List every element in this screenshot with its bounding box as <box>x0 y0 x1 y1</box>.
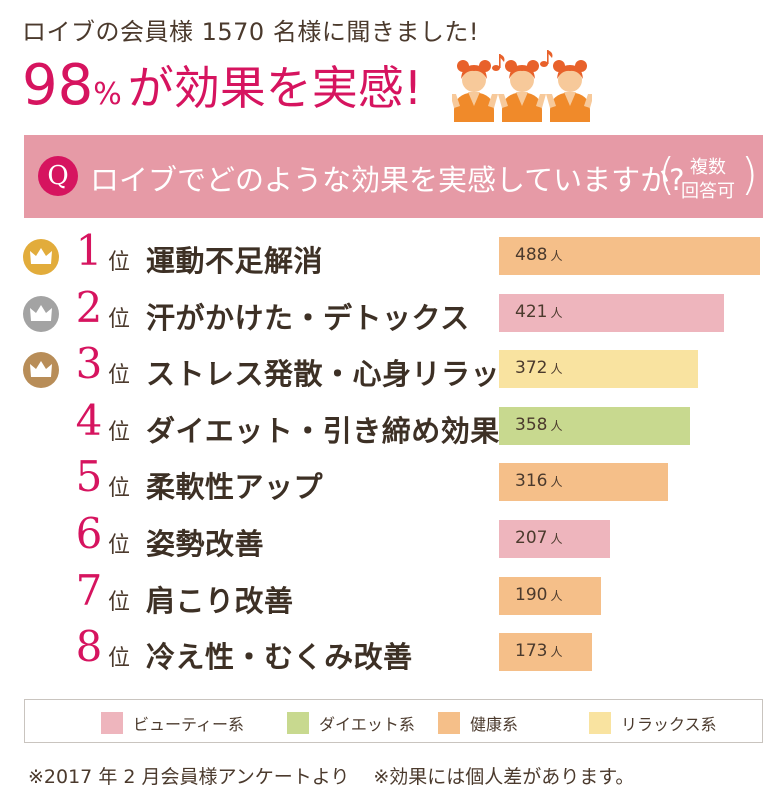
bar-value: 190 <box>515 584 548 605</box>
bar-value: 488 <box>515 245 548 265</box>
effect-label: 運動不足解消 <box>146 244 324 278</box>
bar-value-label: 207 人 <box>515 528 562 548</box>
bar <box>499 520 610 558</box>
rank-number: 3 <box>75 339 103 389</box>
happy-women-icon <box>452 50 592 122</box>
bar-value: 372 <box>515 358 548 379</box>
bar-unit: 人 <box>550 645 563 660</box>
bar-value: 207 <box>515 528 548 548</box>
bar <box>499 237 760 275</box>
rank-number: 6 <box>75 509 103 558</box>
question-bar: Q ロイブでどのような効果を実感していますか? ( 複数 回答可 ) <box>24 135 763 218</box>
effect-label: 汗がかけた・デトックス <box>146 300 470 335</box>
bar-value: 173 <box>515 641 548 662</box>
legend-swatch <box>101 712 123 734</box>
question-badge: Q <box>38 156 78 196</box>
crown-medal-icon <box>23 295 59 332</box>
effect-label: 冷え性・むくみ改善 <box>146 640 413 675</box>
rank-number: 4 <box>75 395 103 445</box>
legend-item: 健康系 <box>438 711 519 734</box>
bar-unit: 人 <box>550 475 563 490</box>
effect-label: 柔軟性アップ <box>146 470 324 505</box>
bar <box>499 463 668 502</box>
bar-unit: 人 <box>550 249 563 263</box>
rank-row: 8 位冷え性・むくみ改善 173 人 <box>0 622 780 680</box>
multiple-answer-note: ( 複数 回答可 ) <box>658 147 758 207</box>
rank-suffix: 位 <box>108 419 131 445</box>
legend-item: リラックス系 <box>589 711 717 734</box>
legend-item: ダイエット系 <box>287 711 415 734</box>
legend-swatch <box>287 712 309 734</box>
question-text: ロイブでどのような効果を実感していますか? <box>90 163 685 197</box>
bar-value-label: 372 人 <box>515 358 562 378</box>
legend: ビューティー系 ダイエット系 健康系 リラックス系 <box>24 699 763 743</box>
legend-label: ビューティー系 <box>133 715 245 734</box>
legend-label: リラックス系 <box>621 715 717 734</box>
bar-value-label: 316 人 <box>515 471 562 491</box>
bar-value-label: 421 人 <box>515 302 562 322</box>
rank-row: 5 位柔軟性アップ 316 人 <box>0 452 780 510</box>
bar-value-label: 358 人 <box>515 415 562 435</box>
crown-medal-icon <box>23 352 59 389</box>
rank-row: 6 位姿勢改善 207 人 <box>0 509 780 567</box>
effect-label: 肩こり改善 <box>146 583 294 618</box>
rank-suffix: 位 <box>108 363 131 389</box>
legend-label: ダイエット系 <box>319 715 415 734</box>
legend-swatch <box>438 712 460 734</box>
note-line-1: 複数 <box>690 157 726 178</box>
rank-row: 4 位ダイエット・引き締め効果 358 人 <box>0 395 780 454</box>
effect-label: ストレス発散・心身リラックス <box>146 357 559 392</box>
bar-unit: 人 <box>550 588 563 603</box>
bar-value-label: 190 人 <box>515 585 562 605</box>
rank-number: 5 <box>75 452 103 502</box>
bar <box>499 293 724 332</box>
headline: 98% が効果を実感! <box>22 52 422 118</box>
bar-value: 421 <box>515 301 548 322</box>
rank-suffix: 位 <box>108 306 131 332</box>
bar <box>499 406 690 445</box>
legend-swatch <box>589 712 611 734</box>
headline-percent: 98 <box>22 53 94 118</box>
rank-number: 1 <box>75 226 103 275</box>
left-paren: ( <box>658 149 676 200</box>
rank-suffix: 位 <box>108 476 131 502</box>
survey-date-note: ※2017 年 2 月会員様アンケートより <box>28 766 350 788</box>
survey-subtitle: ロイブの会員様 1570 名様に聞きました! <box>22 18 479 46</box>
bar-unit: 人 <box>550 305 563 320</box>
ranking-chart: 1 位運動不足解消 488 人 2 位汗がかけた・デトックス 421 人 3 位ストレス発散・心身… <box>0 226 780 688</box>
bar-unit: 人 <box>550 362 563 377</box>
rank-row: 7 位肩こり改善 190 人 <box>0 565 780 624</box>
headline-percent-sign: % <box>93 77 122 112</box>
rank-row: 1 位運動不足解消 488 人 <box>0 226 780 284</box>
rank-suffix: 位 <box>108 533 131 558</box>
individual-difference-note: ※効果には個人差があります。 <box>373 766 635 788</box>
rank-row: 2 位汗がかけた・デトックス 421 人 <box>0 282 780 341</box>
rank-number: 8 <box>75 622 103 672</box>
rank-row: 3 位ストレス発散・心身リラックス 372 人 <box>0 339 780 397</box>
bar-unit: 人 <box>550 418 563 433</box>
bar-value-label: 488 人 <box>515 245 562 265</box>
legend-item: ビューティー系 <box>101 711 245 734</box>
effect-label: ダイエット・引き締め効果 <box>146 413 500 448</box>
headline-text: が効果を実感! <box>127 61 423 115</box>
rank-suffix: 位 <box>108 250 131 275</box>
rank-suffix: 位 <box>108 646 131 672</box>
bar-value: 316 <box>515 471 548 492</box>
bar <box>499 350 698 389</box>
crown-medal-icon <box>23 239 59 275</box>
bar <box>499 576 601 615</box>
rank-number: 2 <box>75 282 103 332</box>
rank-number: 7 <box>75 565 103 615</box>
right-paren: ) <box>740 149 758 200</box>
effect-label: 姿勢改善 <box>146 527 265 561</box>
bar-value-label: 173 人 <box>515 641 562 661</box>
rank-suffix: 位 <box>108 589 131 615</box>
bar <box>499 633 592 672</box>
footnotes: ※2017 年 2 月会員様アンケートより ※効果には個人差があります。 <box>28 762 634 789</box>
legend-label: 健康系 <box>470 715 519 734</box>
note-line-2: 回答可 <box>681 181 735 202</box>
bar-value: 358 <box>515 414 548 435</box>
bar-unit: 人 <box>550 532 563 546</box>
